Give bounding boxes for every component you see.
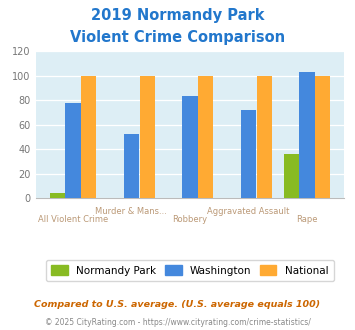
Bar xyxy=(124,134,139,198)
Text: Aggravated Assault: Aggravated Assault xyxy=(207,207,290,215)
Text: Rape: Rape xyxy=(296,215,318,224)
Text: © 2025 CityRating.com - https://www.cityrating.com/crime-statistics/: © 2025 CityRating.com - https://www.city… xyxy=(45,318,310,327)
Text: All Violent Crime: All Violent Crime xyxy=(38,215,108,224)
Text: Robbery: Robbery xyxy=(173,215,207,224)
Bar xyxy=(257,76,272,198)
Text: Violent Crime Comparison: Violent Crime Comparison xyxy=(70,30,285,45)
Text: Compared to U.S. average. (U.S. average equals 100): Compared to U.S. average. (U.S. average … xyxy=(34,300,321,309)
Bar xyxy=(50,193,65,198)
Bar xyxy=(198,76,213,198)
Bar xyxy=(140,76,155,198)
Bar xyxy=(315,76,330,198)
Text: Murder & Mans...: Murder & Mans... xyxy=(95,207,167,215)
Bar xyxy=(81,76,96,198)
Text: 2019 Normandy Park: 2019 Normandy Park xyxy=(91,8,264,23)
Bar xyxy=(241,110,256,198)
Bar xyxy=(65,103,81,198)
Bar xyxy=(299,72,315,198)
Bar xyxy=(284,154,299,198)
Bar xyxy=(182,96,197,198)
Legend: Normandy Park, Washington, National: Normandy Park, Washington, National xyxy=(46,260,334,281)
